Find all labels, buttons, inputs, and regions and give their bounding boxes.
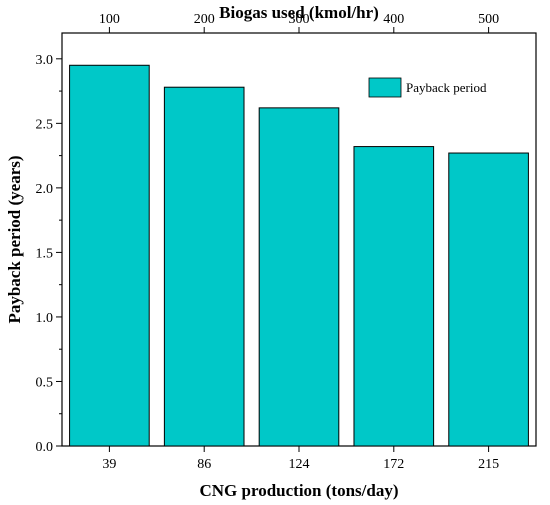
bar-215 <box>448 152 529 447</box>
y-axis-title: Payback period (years) <box>5 155 24 323</box>
x2-tick-label: 500 <box>478 12 499 27</box>
x2-axis-title: Biogas used (kmol/hr) <box>219 3 379 22</box>
y-tick-label: 1.5 <box>36 246 54 261</box>
x-axis-title: CNG production (tons/day) <box>200 481 399 500</box>
y-tick-label: 2.5 <box>36 117 54 132</box>
y-tick-label: 3.0 <box>36 53 54 68</box>
y-tick-label: 0.5 <box>36 375 54 390</box>
x-tick-label: 172 <box>383 457 404 472</box>
ticks-group <box>56 27 490 452</box>
legend-label: Payback period <box>406 80 487 95</box>
x2-tick-label: 100 <box>99 12 120 27</box>
x2-tick-label: 400 <box>383 12 404 27</box>
bar-86 <box>163 86 245 447</box>
tick-labels-group: 39 100 86 200 124 300 172 400 215 500 0.0 0.5 1.0 1.5… <box>36 12 500 472</box>
y-tick-label: 0.0 <box>36 440 54 455</box>
x-tick-label: 124 <box>289 457 310 472</box>
bar-39 <box>69 64 150 447</box>
x-tick-label: 39 <box>102 457 116 472</box>
x2-tick-label: 200 <box>194 12 215 27</box>
y-tick-label: 1.0 <box>36 311 54 326</box>
y-tick-label: 2.0 <box>36 182 54 197</box>
legend-swatch <box>368 77 402 98</box>
x-tick-label: 86 <box>197 457 211 472</box>
legend: Payback period <box>368 77 487 98</box>
bars-group <box>69 64 529 447</box>
x2-tick-label: 300 <box>289 12 310 27</box>
x-tick-label: 215 <box>478 457 499 472</box>
bar-172 <box>353 146 435 447</box>
bar-124 <box>258 107 340 447</box>
